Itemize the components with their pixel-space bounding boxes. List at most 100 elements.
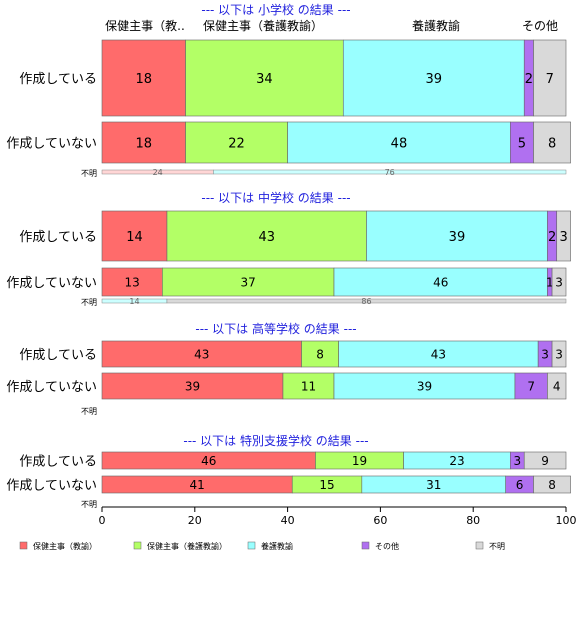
data-label: 2 <box>548 230 556 245</box>
legend-swatch <box>475 541 484 550</box>
data-label: 48 <box>391 136 408 151</box>
bar-segment <box>101 121 186 164</box>
column-header: 保健主事（教.. <box>105 18 185 33</box>
row-label: 作成していない <box>6 137 97 152</box>
unknown-label: 不明 <box>81 298 97 307</box>
unknown-label: 不明 <box>81 500 97 509</box>
data-label: 39 <box>425 72 442 87</box>
bar-segment <box>533 121 571 164</box>
column-header: その他 <box>522 19 558 33</box>
x-tick-label: 80 <box>466 514 480 527</box>
data-label: 8 <box>316 348 324 362</box>
panel-title: --- 以下は 高等学校 の結果 --- <box>195 321 356 336</box>
bar-segment <box>101 39 186 117</box>
unknown-segment <box>213 169 567 175</box>
data-label: 34 <box>256 72 273 87</box>
data-label: 8 <box>548 136 556 151</box>
legend-label: 保健主事（教諭） <box>33 541 97 551</box>
bar-segment <box>101 267 163 297</box>
data-label: 5 <box>518 136 526 151</box>
data-label: 3 <box>555 348 563 362</box>
bar-segment <box>366 210 548 262</box>
unknown-value: 24 <box>153 168 163 177</box>
column-header: 保健主事（養護教諭） <box>203 18 323 33</box>
data-label: 6 <box>516 478 524 492</box>
x-tick-label: 100 <box>556 514 577 527</box>
data-label: 39 <box>185 380 200 394</box>
bar-segment <box>556 210 571 262</box>
data-label: 7 <box>527 380 535 394</box>
bar-segment <box>101 372 284 400</box>
panel-title: --- 以下は 中学校 の結果 --- <box>201 190 350 205</box>
bar-segment <box>101 340 302 368</box>
unknown-label: 不明 <box>81 169 97 178</box>
bar-segment <box>333 372 516 400</box>
unknown-value: 14 <box>129 297 139 306</box>
bar-segment <box>514 372 548 400</box>
data-label: 7 <box>546 72 554 87</box>
row-label: 作成している <box>19 230 97 245</box>
column-header: 養護教諭 <box>412 18 460 33</box>
data-label: 19 <box>352 454 367 468</box>
data-label: 23 <box>449 454 464 468</box>
data-label: 4 <box>553 380 561 394</box>
data-label: 8 <box>548 478 556 492</box>
legend-label: 不明 <box>489 542 505 551</box>
row-label: 作成している <box>19 72 97 87</box>
x-tick-label: 0 <box>99 514 106 527</box>
bar-segment <box>185 39 344 117</box>
data-label: 13 <box>125 276 140 290</box>
data-label: 41 <box>189 478 204 492</box>
data-label: 46 <box>433 276 448 290</box>
x-tick-label: 20 <box>188 514 202 527</box>
x-tick-label: 60 <box>373 514 387 527</box>
data-label: 18 <box>135 72 152 87</box>
data-label: 43 <box>194 348 209 362</box>
bar-segment <box>287 121 511 164</box>
legend-swatch <box>19 541 28 550</box>
data-label: 43 <box>431 348 446 362</box>
legend-label: 養護教諭 <box>261 541 293 551</box>
panel-title: --- 以下は 特別支援学校 の結果 --- <box>183 433 368 448</box>
unknown-label: 不明 <box>81 407 97 416</box>
data-label: 3 <box>555 276 563 290</box>
unknown-value: 86 <box>361 297 371 306</box>
data-label: 46 <box>201 454 216 468</box>
data-label: 18 <box>135 136 152 151</box>
data-label: 39 <box>417 380 432 394</box>
data-label: 39 <box>449 230 466 245</box>
legend-swatch <box>247 541 256 550</box>
bar-segment <box>342 39 525 117</box>
bar-segment <box>533 39 567 117</box>
bar-segment <box>101 210 168 262</box>
x-tick-label: 40 <box>281 514 295 527</box>
bar-segment <box>282 372 335 400</box>
data-label: 2 <box>525 72 533 87</box>
data-label: 1 <box>546 276 554 290</box>
data-label: 15 <box>319 478 334 492</box>
row-label: 作成している <box>19 348 97 363</box>
row-label: 作成している <box>19 455 97 470</box>
unknown-value: 76 <box>385 168 395 177</box>
legend-swatch <box>133 541 142 550</box>
legend-label: 保健主事（養護教諭） <box>147 541 227 551</box>
row-label: 作成していない <box>6 479 97 494</box>
bar-segment <box>547 372 567 400</box>
row-label: 作成していない <box>6 276 97 291</box>
panel-title: --- 以下は 小学校 の結果 --- <box>201 2 350 17</box>
data-label: 11 <box>301 380 316 394</box>
data-label: 3 <box>513 454 521 468</box>
bar-segment <box>533 475 571 494</box>
unknown-segment <box>166 298 567 304</box>
bar-segment <box>551 267 567 297</box>
bar-segment <box>185 121 288 164</box>
data-label: 3 <box>541 348 549 362</box>
data-label: 31 <box>426 478 441 492</box>
bar-segment <box>551 340 567 368</box>
data-label: 43 <box>258 230 275 245</box>
bar-segment <box>523 451 567 470</box>
data-label: 22 <box>228 136 245 151</box>
bar-segment <box>333 267 548 297</box>
data-label: 9 <box>541 454 549 468</box>
